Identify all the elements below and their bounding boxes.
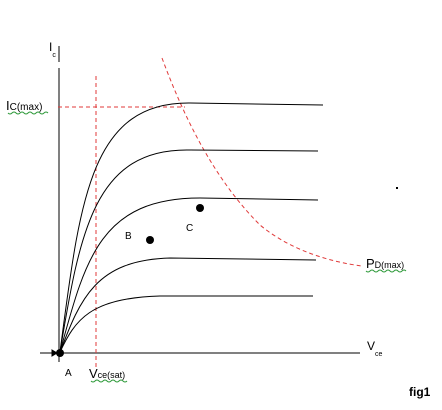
stray-mark [396,187,398,189]
point-a-dot [56,349,64,357]
characteristic-curve [59,197,319,353]
ic-max-label: IC(max) [6,98,42,113]
vce-sat-label: Vce(sat) [89,366,125,381]
axes [40,46,360,362]
pd-max-hyperbola [161,57,363,267]
vce-axis-label: Vce [367,339,383,358]
pd-max-spell-underline [365,269,407,273]
figure-caption: fig1 [409,385,431,399]
point-a-label: A [65,368,72,379]
characteristic-curve [59,257,317,353]
ic-axis-label: Ic [49,40,56,59]
characteristic-curves [59,102,324,353]
vce-sat-spell-underline [90,379,128,383]
x-axis-stub-arrow [51,349,58,357]
point-b-label: B [125,231,132,242]
point-c-dot [196,204,204,212]
ic-max-spell-underline [7,111,49,115]
characteristic-curve [59,102,324,353]
reference-lines [58,57,363,370]
characteristic-curve [59,295,313,353]
operating-points [56,187,398,357]
characteristic-curve [59,149,319,353]
pd-max-label: PD(max) [366,256,404,271]
point-b-dot [146,236,154,244]
point-c-label: C [186,223,193,234]
